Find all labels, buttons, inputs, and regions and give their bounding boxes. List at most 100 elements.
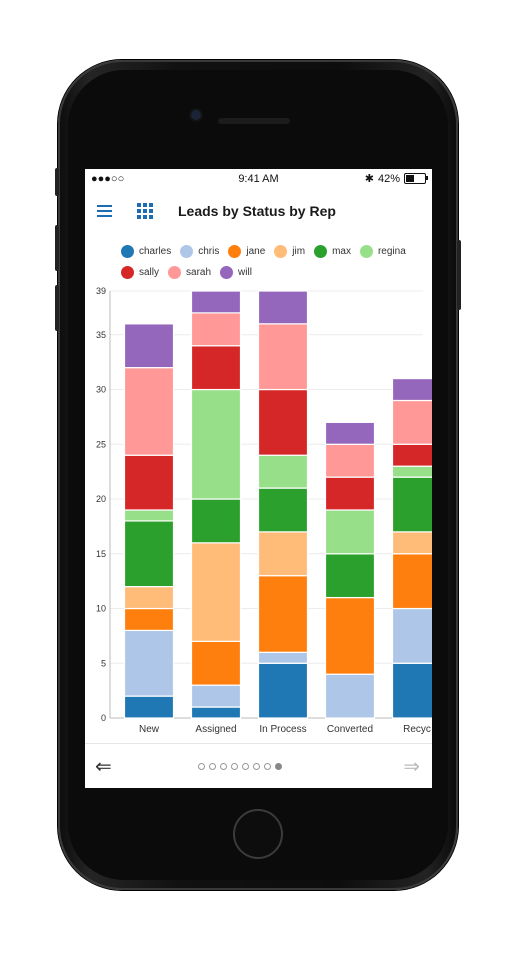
bar-segment-max [391, 476, 432, 533]
power-button [457, 240, 461, 310]
bar-segment-sally [257, 388, 309, 456]
page-indicator [198, 763, 282, 770]
bar-segment-will [257, 290, 309, 325]
legend-item-max[interactable]: max [314, 245, 351, 258]
bar-segment-sarah [391, 399, 432, 445]
page-dot[interactable] [275, 763, 282, 770]
bar-segment-jim [123, 586, 175, 610]
bar-segment-regina [123, 509, 175, 522]
legend-label: jane [246, 246, 266, 257]
page-dot[interactable] [231, 763, 238, 770]
bar-segment-max [257, 487, 309, 533]
arrow-right-icon[interactable]: ⇒ [403, 756, 420, 778]
home-button[interactable] [233, 809, 283, 859]
bar-segment-sarah [324, 443, 376, 478]
volume-up-button [55, 225, 59, 271]
header-bar: Leads by Status by Rep [85, 193, 432, 229]
page-dot[interactable] [253, 763, 260, 770]
earpiece-speaker [218, 118, 290, 124]
page-title: Leads by Status by Rep [178, 203, 336, 219]
bar-segment-regina [257, 454, 309, 489]
legend-swatch [121, 266, 134, 279]
x-tick-label: Converted [327, 724, 373, 735]
page-dot[interactable] [220, 763, 227, 770]
bar-segment-jim [257, 531, 309, 577]
y-tick-label: 10 [96, 604, 106, 614]
legend-item-sarah[interactable]: sarah [168, 266, 211, 279]
bar-segment-regina [391, 465, 432, 478]
status-time: 9:41 AM [238, 173, 279, 185]
bar-segment-regina [190, 388, 242, 500]
y-tick-label: 0 [101, 713, 106, 723]
phone-screen: ●●●○○ 9:41 AM ✱ 42% Leads by Status by R… [85, 169, 432, 788]
bar-segment-charles [190, 706, 242, 719]
legend-swatch [180, 245, 194, 258]
bar-segment-jane [257, 575, 309, 653]
bar-segment-charles [391, 662, 432, 719]
bar-segment-sally [190, 345, 242, 391]
bar-segment-will [324, 421, 376, 445]
battery-icon [404, 173, 428, 184]
signal-strength-icon: ●●●○○ [91, 173, 125, 185]
legend-label: regina [377, 246, 406, 257]
bar-segment-regina [324, 509, 376, 555]
chart-legend: charles chris jane jim max regina sally sarah w… [121, 241, 421, 283]
legend-label: chris [198, 246, 220, 257]
legend-swatch [314, 245, 328, 258]
y-tick-label: 15 [96, 549, 106, 559]
battery-area: ✱ 42% [364, 172, 428, 185]
page-dot[interactable] [198, 763, 205, 770]
battery-fill [406, 175, 414, 182]
legend-item-will[interactable]: will [220, 266, 252, 279]
grid-apps-icon[interactable] [137, 203, 153, 219]
bar-segment-jim [391, 531, 432, 555]
bar-segment-chris [391, 607, 432, 664]
legend-swatch [228, 245, 242, 258]
bar-segment-chris [324, 673, 376, 719]
y-tick-label: 39 [96, 286, 106, 296]
legend-item-regina[interactable]: regina [359, 245, 406, 258]
legend-label: charles [139, 246, 172, 257]
page-dot[interactable] [209, 763, 216, 770]
bar-segment-max [324, 553, 376, 599]
bar-segment-sally [324, 476, 376, 511]
bar-segment-will [190, 290, 242, 314]
y-tick-label: 35 [96, 330, 106, 340]
page-dot[interactable] [264, 763, 271, 770]
status-bar: ●●●○○ 9:41 AM ✱ 42% [85, 169, 432, 189]
silent-switch [55, 168, 59, 196]
bar-segment-jane [391, 553, 432, 610]
bar-segment-chris [257, 651, 309, 664]
hamburger-menu-icon[interactable] [97, 205, 112, 217]
bar-segment-chris [190, 684, 242, 708]
legend-item-jane[interactable]: jane [228, 245, 265, 258]
legend-item-jim[interactable]: jim [274, 245, 305, 258]
bar-segment-sally [391, 443, 432, 467]
bar-segment-jim [190, 542, 242, 642]
page-dot[interactable] [242, 763, 249, 770]
bar-segment-sarah [257, 323, 309, 391]
legend-row: charles chris jane jim max regina [121, 241, 421, 262]
stacked-bar-chart: 0 5 10 15 20 25 30 35 39 New Assigned In Process Con… [96, 286, 432, 735]
arrow-left-icon[interactable]: ⇐ [95, 756, 112, 778]
legend-item-charles[interactable]: charles [121, 245, 171, 258]
legend-item-chris[interactable]: chris [180, 245, 219, 258]
legend-item-sally[interactable]: sally [121, 266, 159, 279]
bar-segment-jane [123, 607, 175, 632]
bar-segment-max [123, 520, 175, 588]
x-tick-label: Assigned [195, 724, 236, 735]
legend-swatch [168, 266, 182, 279]
volume-down-button [55, 285, 59, 331]
bluetooth-icon: ✱ [364, 173, 374, 185]
y-tick-label: 30 [96, 385, 106, 395]
footer-divider [85, 743, 432, 744]
bar-segment-charles [257, 662, 309, 719]
y-tick-label: 5 [101, 658, 106, 668]
bar-segment-will [123, 323, 175, 369]
bar-segment-max [190, 498, 242, 544]
legend-label: sarah [186, 267, 212, 278]
bar-segment-jane [190, 640, 242, 686]
bar-segment-chris [123, 629, 175, 697]
x-tick-label: In Process [259, 724, 306, 735]
legend-label: will [238, 267, 252, 278]
